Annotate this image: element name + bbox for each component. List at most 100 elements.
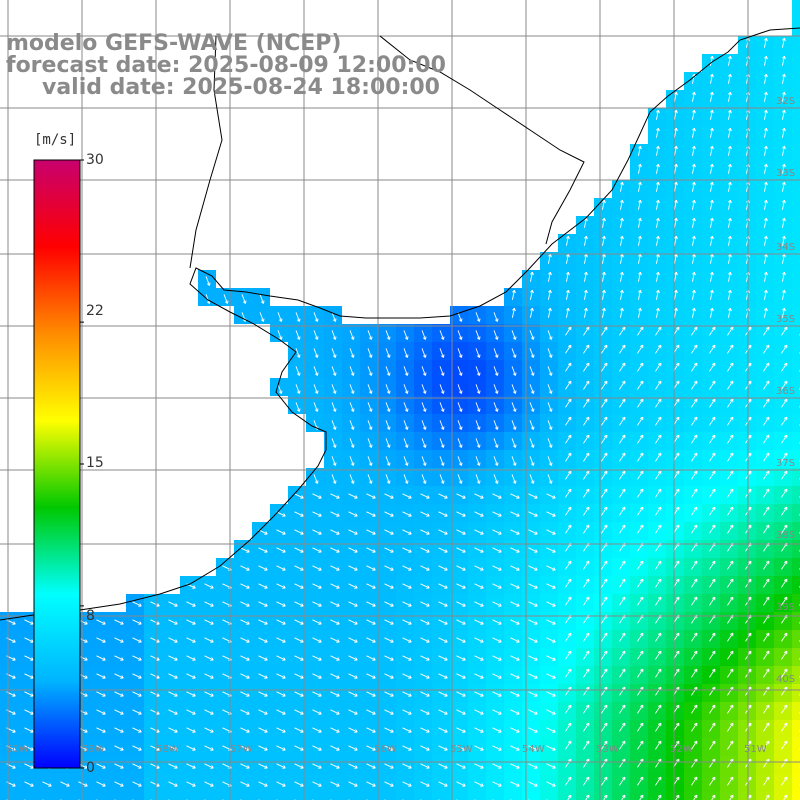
wind-arrow-head [373, 585, 376, 589]
wind-arrow-head [319, 621, 322, 625]
wind-arrow-head [499, 657, 502, 661]
wind-arrow [528, 763, 538, 769]
wind-arrow [727, 236, 731, 246]
wind-arrow [204, 655, 214, 661]
wind-arrow-head [693, 488, 698, 491]
wind-arrow-head [355, 765, 358, 769]
wind-arrow-head [710, 253, 713, 257]
wind-arrow-head [710, 91, 713, 95]
wind-cell [108, 792, 126, 800]
wind-arrow [511, 366, 516, 376]
wind-arrow [583, 488, 590, 498]
wind-arrow-head [729, 326, 734, 329]
wind-arrow-head [764, 199, 767, 203]
wind-arrow-head [211, 693, 214, 697]
wind-arrow-head [407, 372, 409, 376]
wind-arrow-head [621, 686, 626, 689]
wind-arrow [331, 438, 336, 448]
wind-arrow [765, 794, 770, 800]
wind-arrow-head [639, 740, 644, 743]
wind-arrow-head [657, 470, 662, 473]
wind-arrow-head [481, 693, 484, 697]
wind-arrow [583, 704, 590, 714]
wind-arrow [691, 758, 698, 768]
wind-arrow [763, 236, 767, 246]
wind-arrow [583, 398, 590, 408]
wind-arrow [619, 218, 623, 228]
wind-arrow [583, 740, 590, 750]
wind-arrow [313, 330, 318, 340]
wind-arrow-head [533, 390, 535, 394]
wind-arrow-head [535, 603, 538, 607]
wind-arrow [420, 511, 430, 517]
wind-arrow-head [535, 693, 538, 697]
wind-arrow-head [765, 758, 770, 761]
wind-arrow-head [175, 747, 178, 751]
wind-arrow [781, 308, 785, 318]
wind-arrow-head [463, 513, 466, 517]
wind-arrow-head [693, 650, 698, 653]
wind-arrow [258, 745, 268, 751]
wind-arrow [474, 601, 484, 607]
wind-arrow-head [425, 426, 427, 430]
wind-arrow-head [317, 354, 319, 358]
wind-arrow-head [407, 390, 409, 394]
wind-arrow-head [373, 621, 376, 625]
wind-arrow [709, 290, 713, 300]
wind-arrow [727, 344, 734, 354]
wind-arrow [367, 348, 372, 358]
wind-arrow-head [193, 693, 196, 697]
wind-arrow-head [13, 657, 16, 661]
wind-cell [792, 342, 800, 360]
wind-arrow [547, 366, 552, 376]
wind-arrow-head [675, 434, 680, 437]
wind-arrow [511, 456, 516, 466]
wind-arrow [420, 673, 430, 679]
wind-arrow [96, 763, 106, 769]
wind-arrow-head [535, 621, 538, 625]
wind-arrow-head [551, 336, 553, 340]
wind-arrow [781, 380, 788, 390]
wind-cell [252, 792, 270, 800]
wind-arrow [637, 722, 644, 732]
wind-arrow [384, 745, 394, 751]
wind-arrow-head [481, 585, 484, 589]
wind-arrow-head [85, 765, 88, 769]
wind-cell [792, 90, 800, 108]
wind-arrow [619, 254, 623, 264]
wind-arrow-head [479, 426, 481, 430]
wind-arrow-head [656, 271, 659, 275]
wind-arrow [456, 763, 466, 769]
wind-arrow [349, 348, 354, 358]
wind-arrow-head [535, 531, 538, 535]
wind-arrow-head [656, 109, 659, 113]
wind-arrow-head [674, 163, 677, 167]
wind-arrow-head [783, 416, 788, 419]
wind-arrow-head [657, 686, 662, 689]
wind-arrow [258, 691, 268, 697]
wind-arrow [601, 596, 608, 606]
wind-arrow-head [373, 657, 376, 661]
wind-arrow [763, 38, 767, 48]
wind-arrow [709, 470, 716, 480]
wind-arrow [528, 709, 538, 715]
lon-label: 57W [230, 744, 253, 755]
wind-arrow-head [461, 372, 463, 376]
wind-arrow-head [675, 722, 680, 725]
wind-arrow-head [553, 531, 556, 535]
wind-arrow-head [391, 513, 394, 517]
wind-arrow-head [263, 300, 265, 304]
wind-arrow-head [693, 434, 698, 437]
wind-arrow-head [553, 621, 556, 625]
wind-arrow [546, 727, 556, 733]
wind-arrow-head [765, 632, 770, 635]
wind-arrow-head [515, 426, 517, 430]
wind-arrow-head [247, 675, 250, 679]
wind-arrow-head [585, 794, 590, 797]
wind-arrow-head [283, 621, 286, 625]
wind-arrow-head [391, 621, 394, 625]
wind-arrow-head [355, 531, 358, 535]
wind-arrow-head [481, 729, 484, 733]
wind-arrow [691, 452, 698, 462]
